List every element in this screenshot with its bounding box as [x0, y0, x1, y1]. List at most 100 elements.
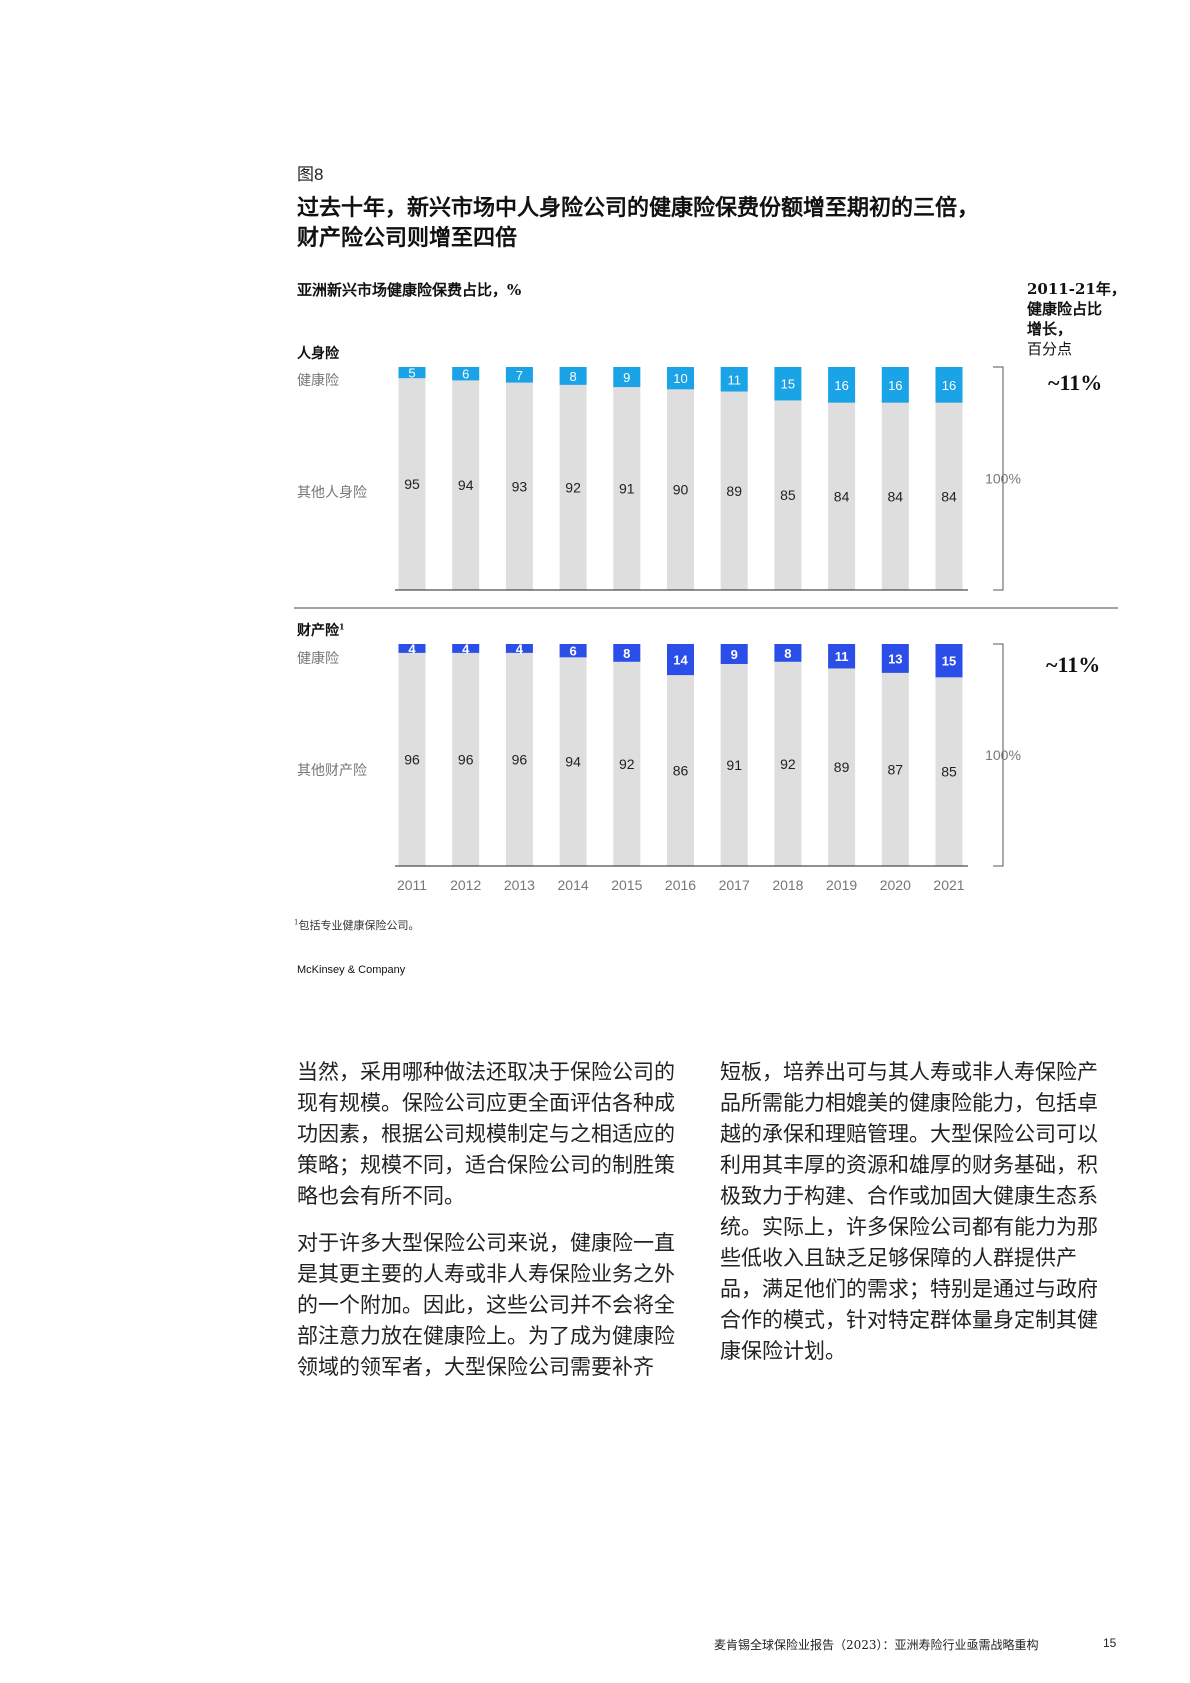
body-column-left: 当然，采用哪种做法还取决于保险公司的现有规模。保险公司应更全面评估各种成功因素，…: [297, 1057, 692, 1399]
label-pc-other-2021: 85: [941, 764, 957, 780]
bar-pc-other-2014: [559, 644, 587, 866]
figure-title-line-2: 财产险公司则增至四倍: [297, 225, 518, 251]
bar-pc-health-2021: [935, 644, 963, 678]
bar-life-other-2016: [667, 367, 694, 590]
label-life-health-2017: 11: [727, 372, 741, 387]
x-tick-label: 2014: [558, 877, 589, 893]
growth-header-line-2: 健康险占比: [1027, 300, 1103, 318]
panel-title-life: 人身险: [297, 343, 339, 363]
growth-value-life: ~11%: [1048, 370, 1103, 395]
growth-value-pc: ~11%: [1046, 652, 1101, 677]
x-tick-label: 2021: [933, 877, 964, 893]
bar-life-other-2011: [398, 367, 426, 590]
body-column-right: 短板，培养出可与其人寿或非人寿保险产品所需能力相媲美的健康险能力，包括卓越的承保…: [720, 1057, 1115, 1383]
stacked-bar-chart: 5956947938929911090118915851684168416841…: [294, 366, 1118, 893]
label-pc-other-2011: 96: [404, 751, 420, 767]
label-pc-other-2013: 96: [512, 751, 528, 767]
bar-life-health-2016: [667, 367, 694, 390]
bar-pc-health-2020: [881, 644, 909, 673]
panel-title-life-text: 人身险: [297, 346, 339, 362]
label-pc-health-2021: 15: [942, 654, 956, 669]
label-pc-other-2020: 87: [888, 761, 904, 777]
bar-life-other-2018: [774, 367, 802, 590]
footnote: 1包括专业健康保险公司。: [294, 917, 419, 933]
bar-pc-other-2013: [505, 644, 533, 866]
brand-name: McKinsey & Company: [297, 964, 406, 976]
x-tick-label: 2016: [665, 877, 696, 893]
bar-life-health-2021: [935, 367, 963, 403]
label-life-other-2017: 89: [726, 483, 742, 499]
label-pc-other-2014: 94: [565, 754, 581, 770]
label-pc-health-2019: 11: [835, 649, 849, 664]
label-life-other-2020: 84: [888, 488, 904, 504]
bar-pc-other-2019: [828, 644, 856, 866]
bar-pc-health-2017: [720, 644, 748, 664]
body-paragraph: 当然，采用哪种做法还取决于保险公司的现有规模。保险公司应更全面评估各种成功因素，…: [297, 1060, 675, 1208]
bar-life-other-2020: [881, 367, 909, 590]
x-tick-label: 2015: [611, 877, 642, 893]
label-life-health-2011: 5: [408, 366, 415, 381]
figure-title-line-1: 过去十年，新兴市场中人身险公司的健康险保费份额增至期初的三倍，: [297, 195, 980, 221]
bar-life-health-2017: [720, 367, 748, 392]
bar-life-other-2012: [452, 367, 480, 590]
bar-life-health-2012: [452, 367, 480, 381]
bar-pc-health-2011: [398, 644, 426, 653]
bar-life-other-2015: [613, 367, 641, 590]
bar-pc-health-2015: [613, 644, 641, 662]
label-life-health-2013: 7: [516, 368, 523, 383]
label-pc-health-2014: 6: [569, 644, 576, 659]
footnote-marker: 1: [294, 918, 299, 927]
panel-title-pc-sup: 1: [339, 621, 345, 632]
label-life-other-2015: 91: [619, 481, 635, 497]
label-life-other-2021: 84: [941, 488, 957, 504]
bar-life-health-2011: [398, 367, 426, 379]
label-pc-health-2011: 4: [408, 641, 416, 656]
panel-title-pc-text: 财产险: [297, 623, 339, 639]
bar-pc-health-2013: [505, 644, 533, 653]
bar-life-health-2019: [828, 367, 856, 403]
bar-life-other-2014: [559, 367, 587, 590]
label-life-health-2016: 10: [673, 371, 687, 386]
label-pc-other-2015: 92: [619, 756, 635, 772]
label-pc-other-2017: 91: [726, 757, 742, 773]
label-life-other-2012: 94: [458, 477, 474, 493]
bar-life-other-2019: [828, 367, 856, 590]
bar-life-health-2018: [774, 367, 802, 401]
bar-life-other-2017: [720, 367, 748, 590]
body-paragraph: 对于许多大型保险公司来说，健康险一直是其更主要的人寿或非人寿保险业务之外的一个附…: [297, 1231, 675, 1379]
label-life-health-2021: 16: [942, 378, 956, 393]
label-pc-other-2016: 86: [673, 763, 689, 779]
row-label-pc-other: 其他财产险: [297, 763, 367, 779]
label-life-health-2015: 9: [623, 370, 630, 385]
bar-pc-other-2012: [452, 644, 480, 866]
label-pc-health-2018: 8: [784, 646, 791, 661]
growth-header-line-1: 2011-21年，: [1027, 280, 1126, 298]
bar-pc-other-2015: [613, 644, 641, 866]
x-tick-label: 2020: [880, 877, 911, 893]
label-life-other-2018: 85: [780, 487, 796, 503]
x-tick-label: 2017: [719, 877, 750, 893]
bar-life-health-2015: [613, 367, 641, 388]
label-pc-other-2012: 96: [458, 751, 474, 767]
row-label-life-health: 健康险: [297, 373, 339, 389]
growth-header-unit: 百分点: [1027, 340, 1073, 358]
bar-pc-health-2018: [774, 644, 802, 662]
label-pc-health-2015: 8: [623, 646, 630, 661]
bar-life-health-2014: [559, 367, 587, 385]
bar-pc-health-2019: [828, 644, 856, 669]
bar-pc-health-2012: [452, 644, 480, 653]
bar-life-other-2021: [935, 367, 963, 590]
label-life-health-2020: 16: [888, 378, 902, 393]
bar-pc-health-2014: [559, 644, 587, 658]
bar-life-other-2013: [505, 367, 533, 590]
x-tick-label: 2012: [450, 877, 481, 893]
label-life-other-2016: 90: [673, 482, 689, 498]
panel-title-pc: 财产险1: [297, 620, 345, 640]
label-pc-health-2013: 4: [516, 641, 524, 656]
bar-pc-other-2021: [935, 644, 963, 866]
chart-title: 亚洲新兴市场健康险保费占比，%: [297, 281, 522, 299]
x-tick-label: 2019: [826, 877, 857, 893]
label-life-other-2014: 92: [565, 479, 581, 495]
footer-report-title: 麦肯锡全球保险业报告（2023）：亚洲寿险行业亟需战略重构: [714, 1638, 1039, 1652]
row-label-pc-health: 健康险: [297, 651, 339, 667]
